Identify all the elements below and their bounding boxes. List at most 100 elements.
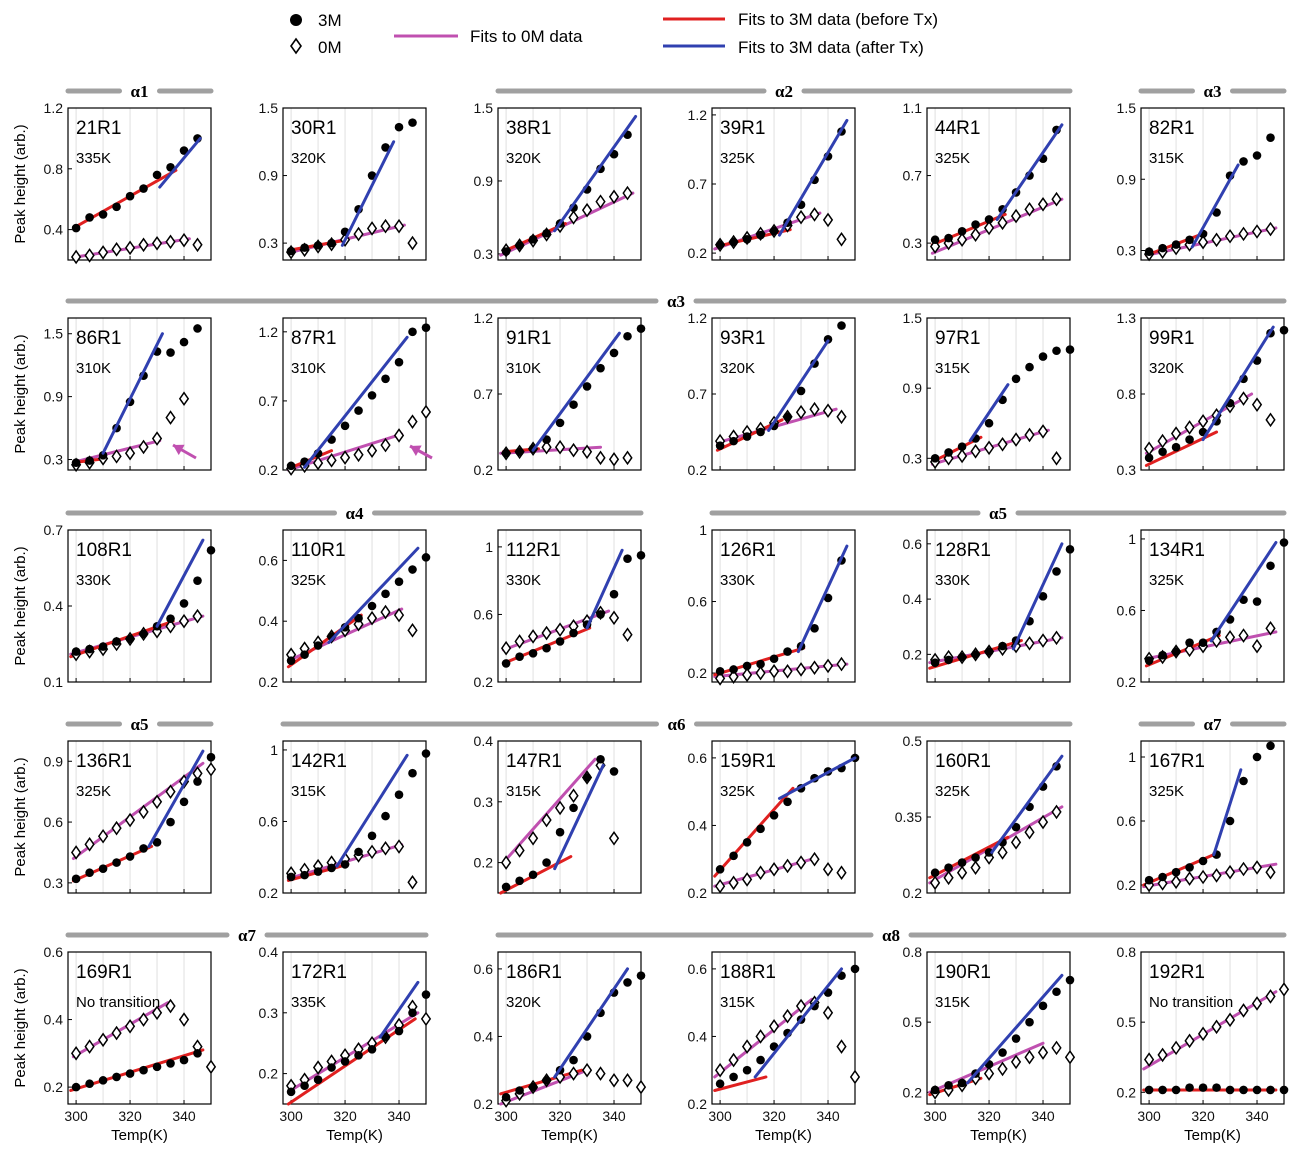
point-0m <box>97 1032 109 1048</box>
y-tick-label: 0.8 <box>903 944 923 960</box>
annotation-arrowhead <box>173 444 185 456</box>
point-3m <box>1279 325 1289 335</box>
point-3m <box>179 146 189 155</box>
point-3m <box>609 348 619 358</box>
group-label: α5 <box>131 715 149 734</box>
point-3m <box>542 1076 551 1085</box>
point-3m <box>300 650 309 659</box>
plot-frame <box>497 740 642 894</box>
panel-transition-temp: 315K <box>935 994 970 1011</box>
point-0m <box>956 865 968 881</box>
panel-21R1: 0.4 0.8 1.2 21R1 335K Peak height (arb.) <box>12 100 212 265</box>
point-0m <box>755 665 766 681</box>
group-label: α3 <box>667 292 685 311</box>
plot-frame <box>1140 529 1285 683</box>
point-3m <box>408 118 417 127</box>
fit-3m-after-line <box>155 538 205 628</box>
point-0m <box>568 210 579 225</box>
point-0m <box>849 1069 861 1085</box>
point-0m <box>782 858 793 874</box>
point-0m <box>192 608 203 624</box>
x-axis-label: Temp(K) <box>326 1127 383 1144</box>
point-0m <box>943 870 954 886</box>
point-3m <box>1011 374 1021 384</box>
point-0m <box>1157 433 1168 449</box>
point-0m <box>70 1046 82 1061</box>
panel-title: 142R1 <box>291 751 347 772</box>
fit-3m-after-line <box>796 544 849 654</box>
y-tick-label: 0.6 <box>44 814 64 830</box>
point-0m <box>1238 628 1249 643</box>
point-0m <box>205 762 217 777</box>
panel-title: 21R1 <box>76 118 121 139</box>
plot-frame <box>1140 951 1285 1105</box>
point-3m <box>166 1059 175 1068</box>
point-3m <box>1038 592 1048 601</box>
point-0m <box>138 439 149 455</box>
point-3m <box>742 838 752 847</box>
panel-transition-temp: 315K <box>506 783 541 800</box>
point-0m <box>407 235 418 251</box>
point-3m <box>421 990 431 999</box>
y-tick-label: 0.6 <box>259 813 279 829</box>
point-3m <box>1198 638 1208 647</box>
point-3m <box>783 797 792 807</box>
y-tick-label: 0.2 <box>474 462 494 478</box>
plot-frame <box>497 529 642 683</box>
point-0m <box>608 1073 620 1088</box>
group-label: α4 <box>346 504 364 523</box>
fit-3m-after-line <box>585 548 624 630</box>
y-tick-label: 1 <box>270 742 278 758</box>
point-0m <box>836 409 847 425</box>
point-3m <box>1144 875 1154 885</box>
y-tick-label: 1.2 <box>44 100 64 116</box>
point-3m <box>98 864 108 873</box>
point-0m <box>714 671 726 686</box>
group-label: α5 <box>989 504 1007 523</box>
point-3m <box>152 1062 162 1072</box>
point-0m <box>1211 1019 1222 1035</box>
point-0m <box>1170 1040 1182 1056</box>
point-3m <box>930 235 940 245</box>
point-0m <box>836 1039 847 1054</box>
y-tick-label: 0.7 <box>474 386 494 402</box>
panel-title: 39R1 <box>720 118 765 139</box>
panel-transition-temp: 325K <box>76 783 111 800</box>
point-3m <box>944 1080 953 1090</box>
panel-transition-temp: 320K <box>506 994 541 1011</box>
point-3m <box>1225 816 1235 826</box>
plot-frame <box>926 529 1071 683</box>
y-tick-label: 0.4 <box>259 613 279 629</box>
y-tick-label: 1 <box>1128 749 1136 765</box>
point-0m <box>165 618 176 634</box>
y-tick-label: 1 <box>485 539 493 555</box>
point-0m <box>1037 814 1049 830</box>
x-tick-label: 300 <box>708 1108 732 1124</box>
point-0m <box>622 627 633 643</box>
point-0m <box>608 610 620 626</box>
y-tick-label: 0.2 <box>903 646 923 662</box>
point-0m <box>326 453 337 468</box>
point-3m <box>636 551 646 560</box>
y-tick-label: 1.5 <box>474 100 494 116</box>
point-0m <box>595 194 606 209</box>
point-3m <box>998 641 1007 651</box>
panel-title: 160R1 <box>935 751 991 772</box>
panel-39R1: 0.2 0.7 1.2 39R1 325K <box>688 107 856 261</box>
point-3m <box>286 461 296 471</box>
point-0m <box>541 439 552 455</box>
point-3m <box>408 327 417 337</box>
plot-frame <box>926 951 1071 1105</box>
point-0m <box>795 855 807 870</box>
y-tick-label: 0.35 <box>895 809 922 825</box>
point-3m <box>327 238 336 248</box>
x-tick-label: 300 <box>279 1108 303 1124</box>
point-0m <box>581 444 593 460</box>
point-3m <box>139 184 148 193</box>
panel-title: 108R1 <box>76 540 132 561</box>
panel-transition-temp: 325K <box>720 150 755 167</box>
point-0m <box>741 1039 753 1054</box>
point-0m <box>1051 451 1062 466</box>
point-3m <box>769 654 779 664</box>
point-0m <box>1064 1049 1076 1065</box>
